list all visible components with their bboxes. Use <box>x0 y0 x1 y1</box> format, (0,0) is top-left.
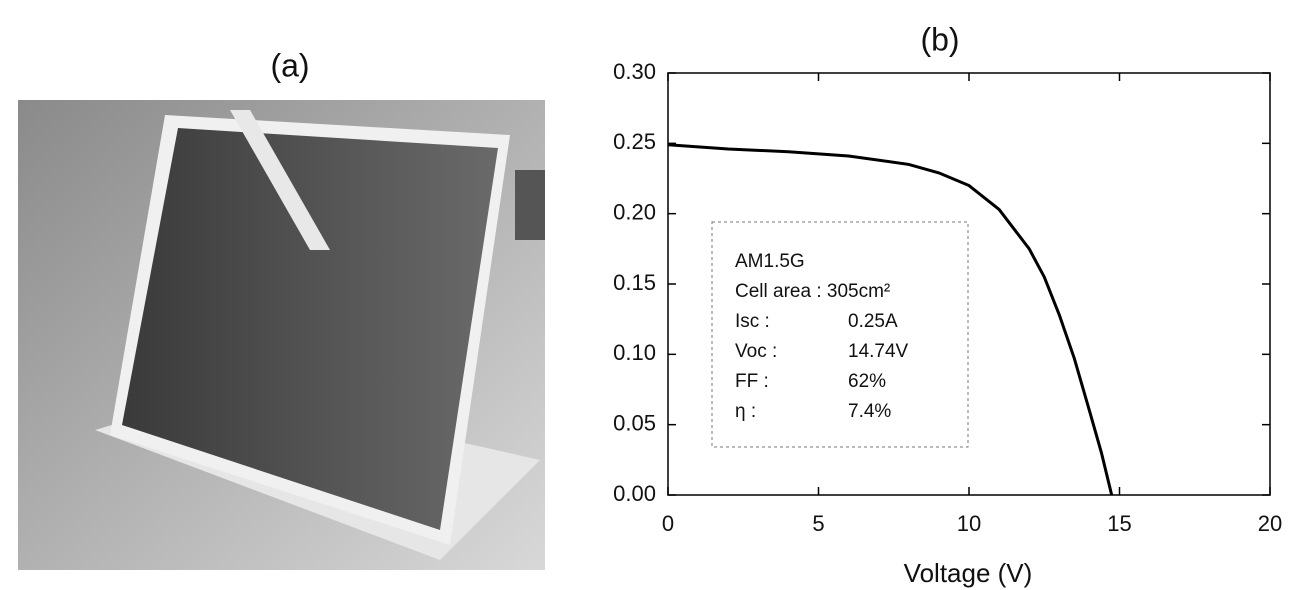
solar-panel <box>122 128 498 530</box>
annotation-area: Cell area : 305cm² <box>735 281 890 302</box>
x-axis-label: Voltage (V) <box>904 558 1033 588</box>
x-tick-label: 0 <box>662 511 674 536</box>
annotation-value: 62% <box>848 371 886 392</box>
iv-curve <box>667 143 1114 496</box>
x-tick-label: 20 <box>1258 511 1282 536</box>
panel-label: (a) <box>270 47 309 83</box>
y-tick-label: 0.20 <box>613 199 656 224</box>
x-tick-label: 10 <box>957 511 981 536</box>
annotation-key: FF : <box>735 371 769 392</box>
y-tick-label: 0.15 <box>613 270 656 295</box>
annotation-value: 7.4% <box>848 401 891 422</box>
annotation-key: Voc : <box>735 341 777 362</box>
x-tick-label: 15 <box>1107 511 1131 536</box>
background-object <box>515 170 545 240</box>
x-tick-label: 5 <box>812 511 824 536</box>
support-bar <box>230 110 330 250</box>
photo <box>18 100 545 570</box>
chart-title: (b) <box>920 21 959 57</box>
y-tick-label: 0.05 <box>613 410 656 435</box>
y-tick-label: 0.25 <box>613 129 656 154</box>
annotation-key: η : <box>735 401 756 422</box>
y-tick-label: 0.30 <box>613 59 656 84</box>
y-tick-label: 0.10 <box>613 340 656 365</box>
annotation-box <box>711 221 969 448</box>
annotation-key: Isc : <box>735 311 770 332</box>
y-tick-label: 0.00 <box>613 481 656 506</box>
annotation-value: 14.74V <box>848 341 909 362</box>
annotation-heading: AM1.5G <box>735 251 805 272</box>
annotation-value: 0.25A <box>848 311 898 332</box>
